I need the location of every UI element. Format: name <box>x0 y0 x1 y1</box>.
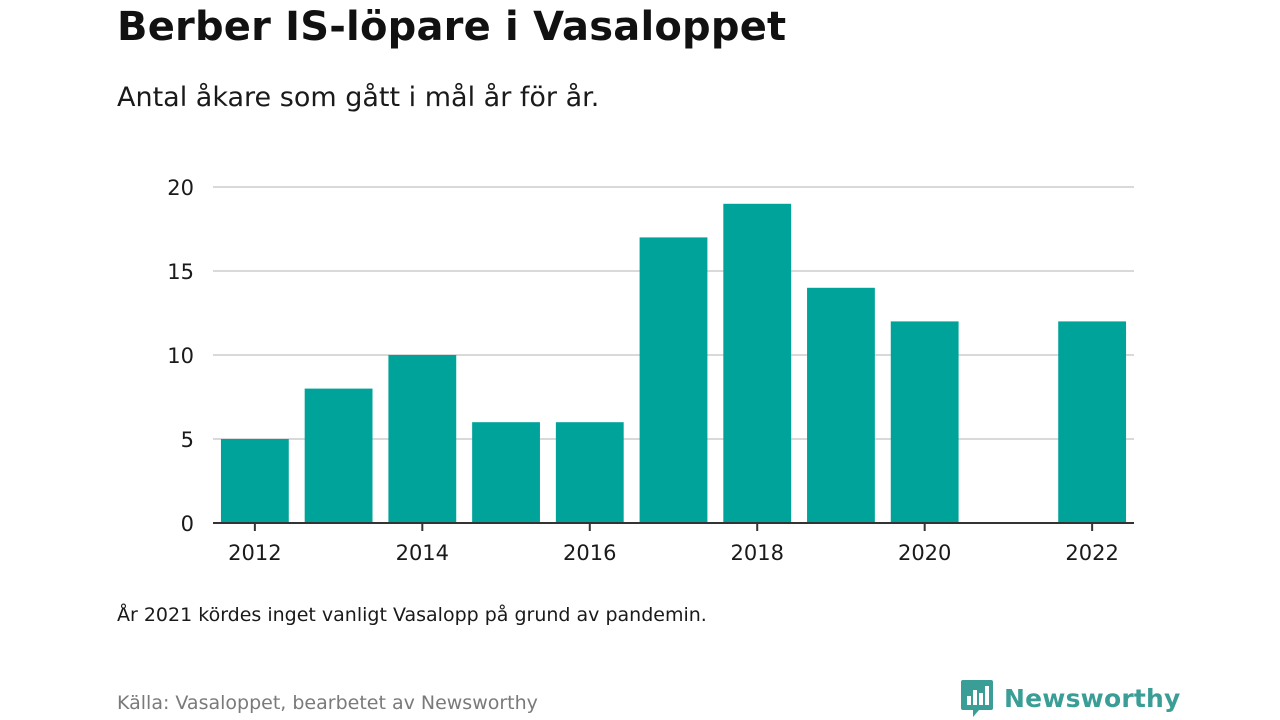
bars <box>220 203 1127 524</box>
source-credit: Källa: Vasaloppet, bearbetet av Newswort… <box>117 692 538 714</box>
bar-2019 <box>807 287 875 523</box>
y-tick-label: 20 <box>167 176 194 200</box>
bar-chart-speech-icon <box>961 680 993 717</box>
x-tick-label: 2018 <box>731 541 784 565</box>
bar-2012 <box>220 439 289 523</box>
chart-subtitle: Antal åkare som gått i mål år för år. <box>117 82 600 113</box>
y-tick-label: 5 <box>181 428 194 452</box>
x-tick-label: 2020 <box>898 541 951 565</box>
chart-note: År 2021 kördes inget vanligt Vasalopp på… <box>117 604 707 626</box>
bar-2013 <box>304 388 373 523</box>
brand-logo: Newsworthy <box>960 678 1181 718</box>
y-tick-label: 15 <box>167 260 194 284</box>
brand-name: Newsworthy <box>1004 683 1181 713</box>
x-tick-label: 2016 <box>563 541 616 565</box>
bar-2020 <box>890 321 959 523</box>
y-tick-label: 10 <box>167 344 194 368</box>
x-tick-label: 2014 <box>396 541 449 565</box>
y-tick-label: 0 <box>181 512 194 536</box>
bar-2022 <box>1058 321 1127 523</box>
bar-chart: 0 5 10 15 20 2012 2014 2016 2018 2020 2022 <box>167 176 1134 565</box>
x-tick-label: 2022 <box>1065 541 1118 565</box>
bar-2015 <box>472 422 540 523</box>
bar-2018 <box>723 203 792 524</box>
chart-title: Berber IS-löpare i Vasaloppet <box>117 4 787 50</box>
bar-2017 <box>639 237 708 523</box>
bar-2014 <box>388 355 457 523</box>
axes: 0 5 10 15 20 2012 2014 2016 2018 2020 2022 <box>167 176 1134 565</box>
bar-2016 <box>555 422 624 523</box>
x-tick-label: 2012 <box>228 541 281 565</box>
